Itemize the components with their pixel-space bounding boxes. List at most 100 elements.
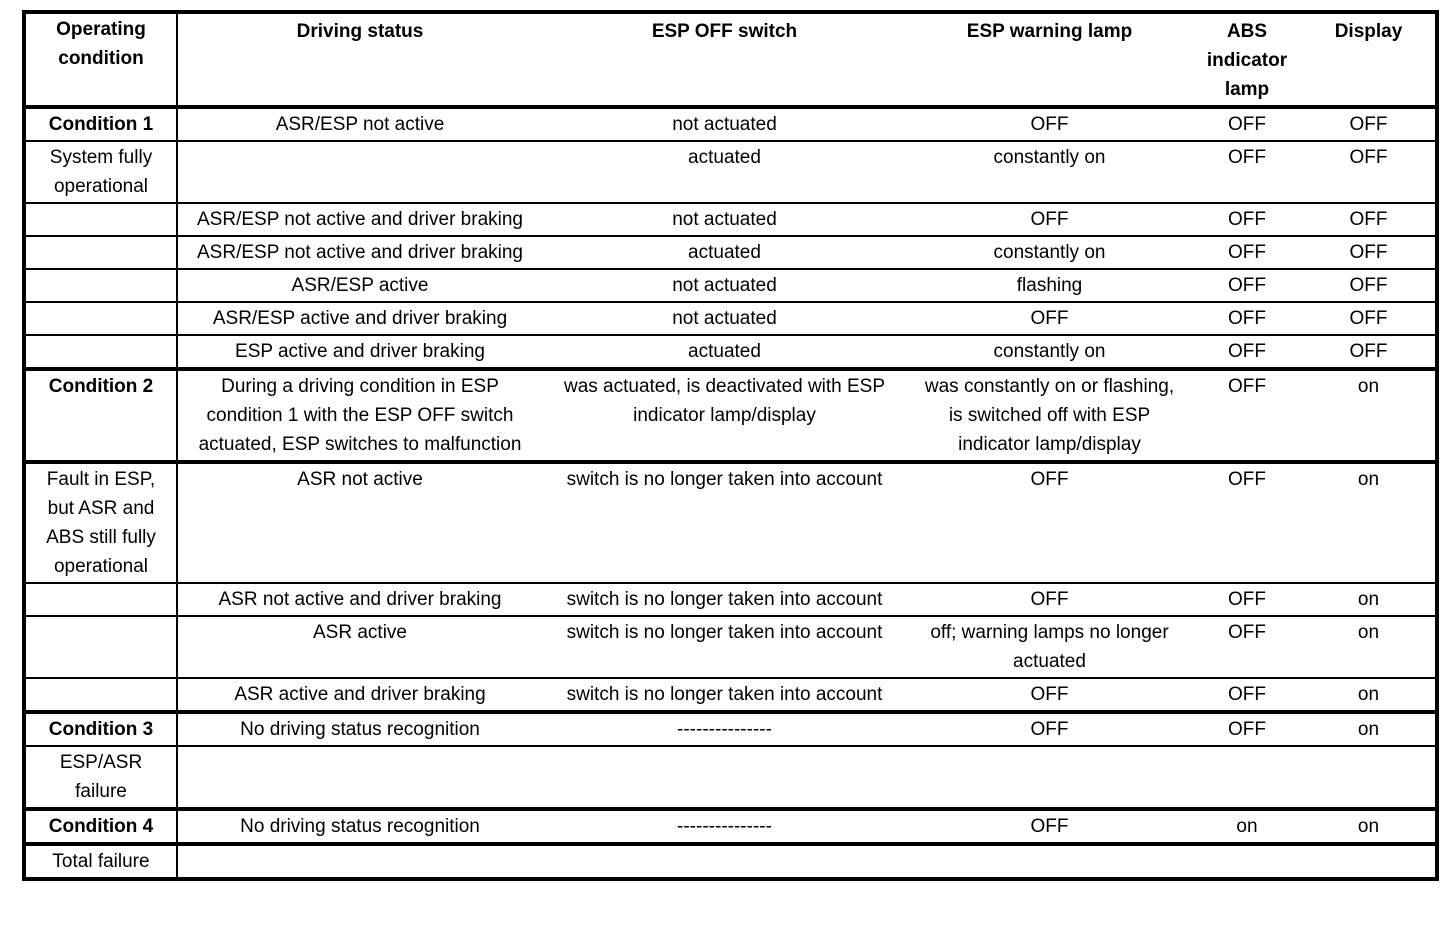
- table-cell: was actuated, is deactivated with ESP in…: [542, 367, 907, 462]
- table-cell: actuated: [542, 235, 907, 269]
- table-cell: OFF: [907, 202, 1192, 236]
- table-cell: off; warning lamps no longer actuated: [907, 615, 1192, 678]
- table-cell: OFF: [1192, 582, 1302, 616]
- table-cell: [177, 842, 542, 879]
- table-row: System fully operational actuated constant…: [24, 140, 1437, 203]
- table-row: Condition 4 No driving status recognition…: [24, 807, 1437, 844]
- table-row: ESP/ASR failure: [24, 745, 1437, 809]
- table-cell: Total failure: [24, 842, 178, 879]
- table-cell: [1192, 842, 1302, 879]
- table-cell: OFF: [907, 710, 1192, 746]
- table-cell: [1302, 745, 1437, 809]
- table-row: ASR/ESP active and driver braking not act…: [24, 301, 1437, 335]
- table-cell: [24, 268, 178, 302]
- table-cell: [177, 140, 542, 203]
- table-cell: OFF: [1302, 202, 1437, 236]
- table-cell: OFF: [1302, 140, 1437, 203]
- table-cell: [907, 842, 1192, 879]
- table-cell: not actuated: [542, 268, 907, 302]
- table-row: ASR/ESP not active and driver braking act…: [24, 235, 1437, 269]
- column-header: ABS indicator lamp: [1192, 11, 1302, 107]
- table-cell: on: [1302, 460, 1437, 583]
- table-cell: OFF: [1192, 334, 1302, 369]
- table-cell: OFF: [1192, 235, 1302, 269]
- table-cell: ASR active and driver braking: [177, 677, 542, 712]
- table-cell: Fault in ESP, but ASR and ABS still full…: [24, 460, 178, 583]
- table-cell: OFF: [1192, 140, 1302, 203]
- table-cell: ASR/ESP not active and driver braking: [177, 202, 542, 236]
- table-cell: ASR/ESP not active and driver braking: [177, 235, 542, 269]
- table-cell: OFF: [1192, 268, 1302, 302]
- table-cell: on: [1192, 807, 1302, 844]
- table-cell: System fully operational: [24, 140, 178, 203]
- table-body: Condition 1 ASR/ESP not active not actuate…: [24, 105, 1437, 879]
- table-cell: OFF: [1192, 367, 1302, 462]
- esp-operating-conditions-table: Operating condition Driving status ESP OFF…: [22, 10, 1439, 881]
- table-cell: ESP active and driver braking: [177, 334, 542, 369]
- condition-label: Condition 1: [24, 105, 178, 141]
- column-header: Driving status: [177, 11, 542, 107]
- table-cell: switch is no longer taken into account: [542, 615, 907, 678]
- table-cell: OFF: [1302, 105, 1437, 141]
- table-cell: on: [1302, 677, 1437, 712]
- table-cell: on: [1302, 710, 1437, 746]
- table-cell: was constantly on or flashing, is switch…: [907, 367, 1192, 462]
- table-cell: ASR/ESP active and driver braking: [177, 301, 542, 335]
- table-cell: OFF: [907, 582, 1192, 616]
- table-row: ASR not active and driver braking switch …: [24, 582, 1437, 616]
- table-cell: [542, 842, 907, 879]
- table-cell: switch is no longer taken into account: [542, 460, 907, 583]
- condition-label: Condition 2: [24, 367, 178, 462]
- table-cell: ASR active: [177, 615, 542, 678]
- table-cell: ASR/ESP not active: [177, 105, 542, 141]
- table-cell: OFF: [1192, 301, 1302, 335]
- table-cell: OFF: [907, 301, 1192, 335]
- table-cell: flashing: [907, 268, 1192, 302]
- table-cell: OFF: [1302, 268, 1437, 302]
- table-cell: OFF: [1192, 202, 1302, 236]
- table-cell: [24, 202, 178, 236]
- table-cell: ---------------: [542, 710, 907, 746]
- table-cell: [542, 745, 907, 809]
- table-cell: ASR not active and driver braking: [177, 582, 542, 616]
- table-cell: OFF: [1192, 105, 1302, 141]
- column-header: Operating condition: [24, 11, 178, 107]
- table-cell: not actuated: [542, 301, 907, 335]
- table-cell: actuated: [542, 334, 907, 369]
- table-header: Operating condition Driving status ESP OFF…: [24, 11, 1437, 107]
- table-row: ASR active switch is no longer taken into…: [24, 615, 1437, 678]
- table-row: Total failure: [24, 842, 1437, 879]
- table-cell: on: [1302, 615, 1437, 678]
- table-row: Condition 3 No driving status recognition…: [24, 710, 1437, 746]
- table-cell: [24, 235, 178, 269]
- table-cell: not actuated: [542, 105, 907, 141]
- table-row: ASR/ESP not active and driver braking not…: [24, 202, 1437, 236]
- table-cell: OFF: [1192, 677, 1302, 712]
- table-cell: [24, 615, 178, 678]
- table-cell: on: [1302, 367, 1437, 462]
- table-cell: actuated: [542, 140, 907, 203]
- table-cell: not actuated: [542, 202, 907, 236]
- table-cell: on: [1302, 807, 1437, 844]
- column-header: Display: [1302, 11, 1437, 107]
- table-cell: [907, 745, 1192, 809]
- table-row: Fault in ESP, but ASR and ABS still full…: [24, 460, 1437, 583]
- table-cell: [1192, 745, 1302, 809]
- table-cell: OFF: [1302, 334, 1437, 369]
- table-cell: ESP/ASR failure: [24, 745, 178, 809]
- column-header: ESP warning lamp: [907, 11, 1192, 107]
- table-cell: No driving status recognition: [177, 807, 542, 844]
- table-cell: [177, 745, 542, 809]
- table-cell: [24, 582, 178, 616]
- table-row: ASR/ESP active not actuated flashing OFF OFF: [24, 268, 1437, 302]
- table-cell: OFF: [1302, 301, 1437, 335]
- table-cell: OFF: [1192, 460, 1302, 583]
- table-cell: [24, 334, 178, 369]
- table-cell: [24, 677, 178, 712]
- table-cell: ASR not active: [177, 460, 542, 583]
- table-cell: OFF: [907, 677, 1192, 712]
- table-cell: [24, 301, 178, 335]
- table-cell: OFF: [907, 460, 1192, 583]
- table-cell: OFF: [1302, 235, 1437, 269]
